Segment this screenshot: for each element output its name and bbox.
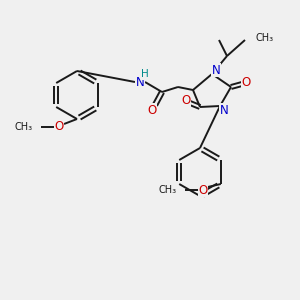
Text: O: O (242, 76, 250, 89)
Text: O: O (54, 121, 64, 134)
Text: O: O (198, 184, 207, 196)
Text: CH₃: CH₃ (255, 33, 273, 43)
Text: H: H (141, 69, 149, 79)
Text: N: N (212, 64, 220, 76)
Text: CH₃: CH₃ (159, 185, 177, 195)
Text: O: O (182, 94, 190, 107)
Text: N: N (136, 76, 144, 88)
Text: CH₃: CH₃ (15, 122, 33, 132)
Text: N: N (220, 103, 228, 116)
Text: O: O (147, 103, 157, 116)
